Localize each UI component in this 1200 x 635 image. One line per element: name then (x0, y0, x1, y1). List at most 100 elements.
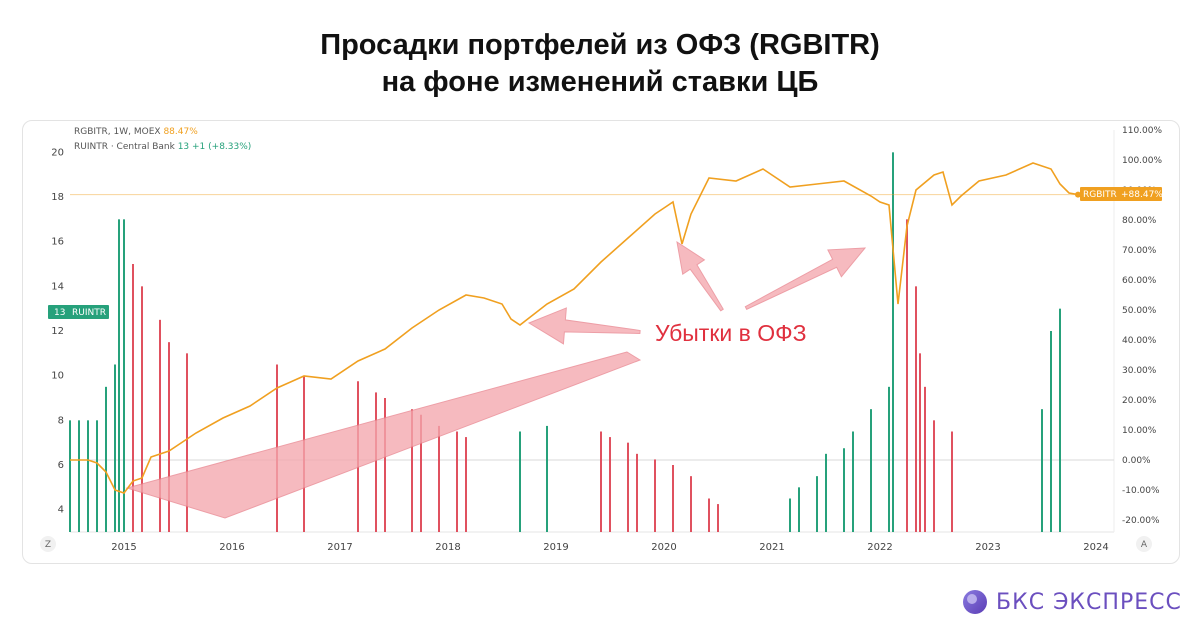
x-tick-label: 2022 (867, 542, 892, 553)
annotation-arrow-2022 (744, 247, 867, 310)
rate-bar (870, 409, 872, 532)
rgbitr-last-point (1075, 191, 1081, 198)
x-tick-label: 2017 (327, 542, 352, 553)
rate-bar (852, 431, 854, 532)
right-axis-tick-label: 10.00% (1122, 426, 1157, 436)
rate-bar (919, 353, 921, 532)
left-axis-tick-label: 4 (58, 505, 64, 516)
x-tick-label: 2024 (1083, 542, 1108, 553)
right-axis-tick-label: 20.00% (1122, 396, 1157, 406)
x-tick-label: 2018 (435, 542, 460, 553)
rate-bar (141, 286, 143, 532)
legend-series-1-value: 88.47% (163, 127, 198, 137)
rgbitr-badge-bg (1080, 187, 1162, 201)
rate-bar (906, 219, 908, 532)
x-tick-label: 2019 (543, 542, 568, 553)
rate-bar (1059, 308, 1061, 532)
legend-series-1: RGBITR, 1W, MOEX 88.47% (74, 127, 198, 137)
right-axis-tick-label: 40.00% (1122, 336, 1157, 346)
rate-bar (159, 319, 161, 532)
legend-series-2-change: +1 (+8.33%) (192, 142, 252, 152)
left-axis-tick-label: 10 (51, 371, 64, 382)
rate-bar (519, 431, 521, 532)
log-scale-button[interactable]: Z (40, 536, 56, 552)
rate-bar (825, 453, 827, 532)
x-tick-label: 2021 (759, 542, 784, 553)
rate-bar (105, 386, 107, 532)
right-axis-tick-label: -20.00% (1122, 516, 1160, 526)
rate-bar (118, 219, 120, 532)
rate-bar (951, 431, 953, 532)
x-tick-label: 2016 (219, 542, 244, 553)
right-axis-tick-label: 70.00% (1122, 246, 1157, 256)
rate-bar (546, 425, 548, 532)
rate-bar (798, 487, 800, 532)
left-axis-tick-label: 20 (51, 147, 64, 158)
right-axis-tick-label: 110.00% (1122, 126, 1162, 136)
annotation-arrow-2020 (676, 240, 724, 312)
rate-bar (168, 342, 170, 532)
rate-bar (1041, 409, 1043, 532)
rgbitr-badge: RGBITR +88.47% (1080, 187, 1163, 201)
rate-bar (892, 152, 894, 533)
chart-title-line-1: Просадки портфелей из ОФЗ (RGBITR) (320, 29, 880, 61)
rate-bar (933, 420, 935, 532)
x-tick-label: 2015 (111, 542, 136, 553)
rate-bar (690, 476, 692, 532)
brand-logo: БКС ЭКСПРЕСС (962, 588, 1182, 616)
rate-bar (465, 437, 467, 532)
right-axis-tick-label: -10.00% (1122, 486, 1160, 496)
rate-bar (888, 386, 890, 532)
rate-bar (672, 465, 674, 532)
rate-bar (375, 392, 377, 532)
annotation-arrow-2015 (125, 351, 642, 519)
right-axis-tick-label: 100.00% (1122, 156, 1162, 166)
rate-bar (456, 431, 458, 532)
rate-bar (816, 476, 818, 532)
x-tick-label: 2023 (975, 542, 1000, 553)
right-axis-tick-label: 60.00% (1122, 276, 1157, 286)
left-axis-tick-label: 14 (51, 281, 64, 292)
chart-title-line-2: на фоне изменений ставки ЦБ (381, 66, 819, 98)
rgbitr-badge-value: +88.47% (1121, 190, 1163, 200)
rate-bar (609, 437, 611, 532)
rate-bar (69, 420, 71, 532)
left-axis-tick-label: 18 (51, 192, 64, 203)
rate-bar (384, 398, 386, 532)
rate-bar (186, 353, 188, 532)
rate-bar (924, 386, 926, 532)
right-axis-tick-label: 30.00% (1122, 366, 1157, 376)
left-axis-tick-label: 6 (58, 460, 64, 471)
left-axis-tick-label: 12 (51, 326, 64, 337)
legend-series-1-name: RGBITR, 1W, MOEX (74, 127, 161, 137)
ruintr-badge-bg (48, 305, 109, 319)
annotation-arrow-2018 (527, 307, 641, 345)
auto-scale-button[interactable]: A (1136, 536, 1152, 552)
right-axis-tick-label: 80.00% (1122, 216, 1157, 226)
rate-bar (915, 286, 917, 532)
rate-bar (411, 409, 413, 532)
rate-bar (636, 453, 638, 532)
rate-bar (420, 414, 422, 532)
rgbitr-line (70, 162, 1079, 494)
legend-series-2-name: RUINTR · Central Bank (74, 142, 175, 152)
ruintr-badge-label: RUINTR (72, 308, 106, 318)
right-axis-tick-label: 50.00% (1122, 306, 1157, 316)
annotation-text: Убытки в ОФЗ (655, 320, 807, 346)
right-axis-tick-label: 0.00% (1122, 456, 1151, 466)
auto-scale-button-bg (1136, 536, 1152, 552)
rate-bar (123, 219, 125, 532)
left-axis-tick-label: 16 (51, 237, 64, 248)
rate-bar (132, 264, 134, 532)
rate-bar (438, 425, 440, 532)
rate-bar (717, 504, 719, 532)
brand-logo-icon (963, 590, 987, 614)
rate-bar (78, 420, 80, 532)
ruintr-badge-value: 13 (54, 308, 65, 318)
rate-bar (114, 364, 116, 532)
annotation-arrows (125, 240, 867, 519)
rate-bar (600, 431, 602, 532)
chart: 2015 2016 2017 2018 2019 2020 2021 2022 2023 2024… (40, 126, 1163, 553)
ruintr-badge: 13 RUINTR (48, 305, 109, 319)
left-axis-tick-label: 8 (58, 415, 64, 426)
